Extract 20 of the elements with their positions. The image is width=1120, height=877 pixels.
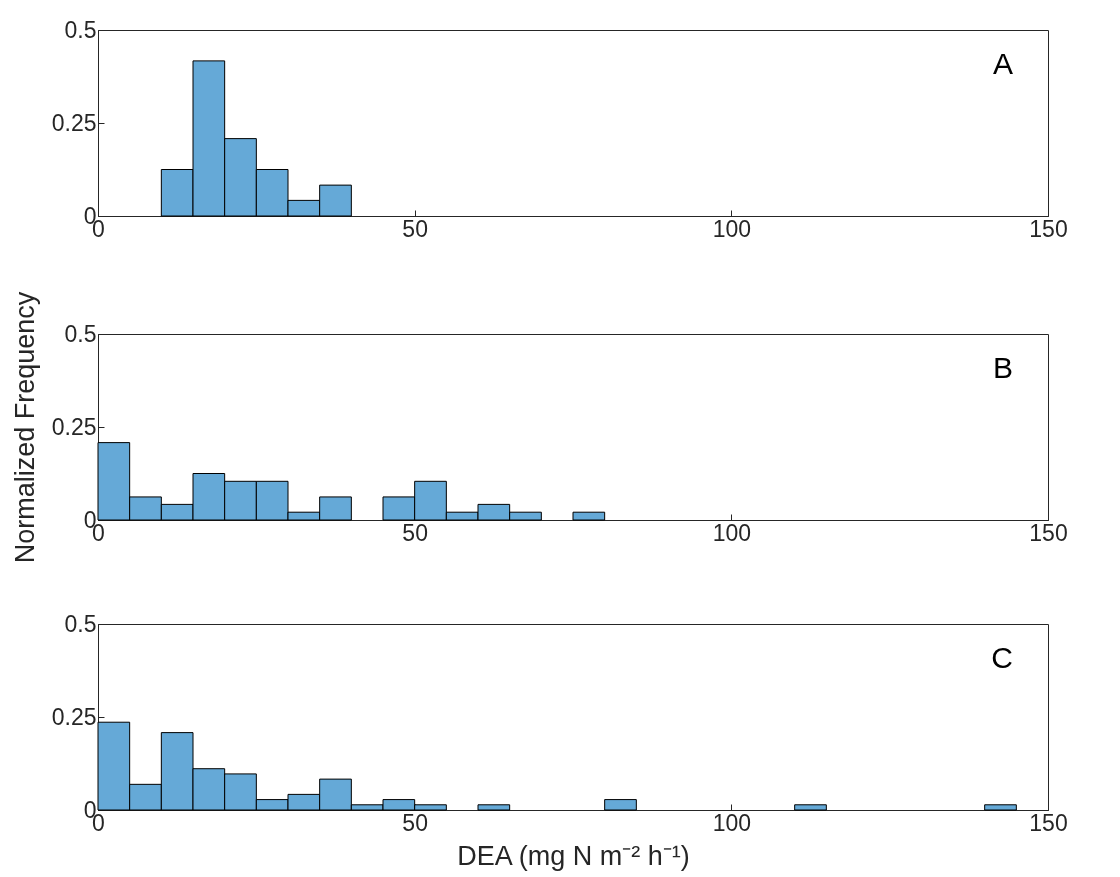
y-tick-label: 0.25: [51, 413, 97, 440]
annotation: B: [992, 351, 1013, 384]
x-tick-label: 50: [402, 809, 428, 836]
x-tick-label: 150: [1029, 519, 1068, 546]
y-tick-label: 0.5: [64, 610, 97, 637]
annotation: C: [991, 641, 1013, 674]
y-axis-title: Normalized Frequency: [9, 291, 40, 564]
annotation: A: [992, 47, 1013, 80]
x-tick-label: 150: [1029, 215, 1068, 242]
x-tick-label: 100: [712, 215, 752, 242]
y-tick-label: 0.5: [64, 16, 97, 43]
y-tick-label: 0.25: [51, 109, 97, 136]
x-axis-title: DEA (mg N m⁻² h⁻¹): [457, 840, 690, 871]
x-tick-label: 50: [402, 519, 428, 546]
x-tick-label: 100: [712, 809, 752, 836]
x-tick-label: 150: [1029, 809, 1068, 836]
x-tick-label: 50: [402, 215, 428, 242]
y-tick-label: 0.5: [64, 320, 97, 347]
y-tick-label: 0.25: [51, 703, 97, 730]
x-tick-label: 100: [712, 519, 752, 546]
